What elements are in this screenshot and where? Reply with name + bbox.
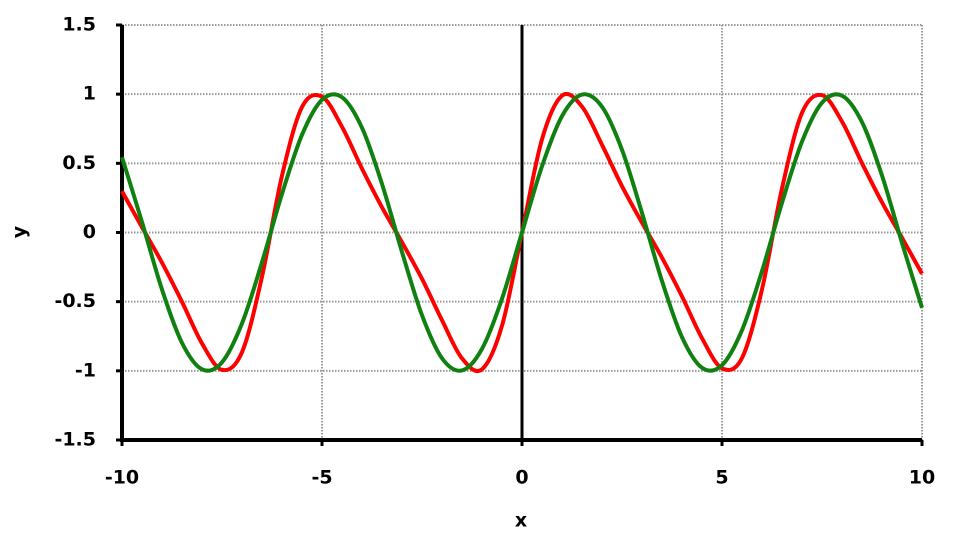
y-tick-label: -1.5 (54, 429, 96, 451)
y-tick-label: 0 (83, 221, 96, 243)
x-tick-label: 5 (715, 467, 728, 489)
line-series (120, 92, 924, 373)
x-tick-label: -5 (311, 467, 332, 489)
x-axis-label: x (515, 510, 527, 532)
y-tick-label: 1.5 (62, 14, 96, 36)
y-tick-label: 1 (83, 83, 96, 105)
y-tick-label: 0.5 (62, 152, 96, 174)
y-tick-label: -0.5 (54, 290, 96, 312)
y-axis-label: y (9, 225, 31, 238)
x-tick-label: -10 (105, 467, 139, 489)
x-tick-label: 10 (909, 467, 935, 489)
y-tick-label: -1 (75, 359, 96, 381)
x-tick-label: 0 (515, 467, 528, 489)
